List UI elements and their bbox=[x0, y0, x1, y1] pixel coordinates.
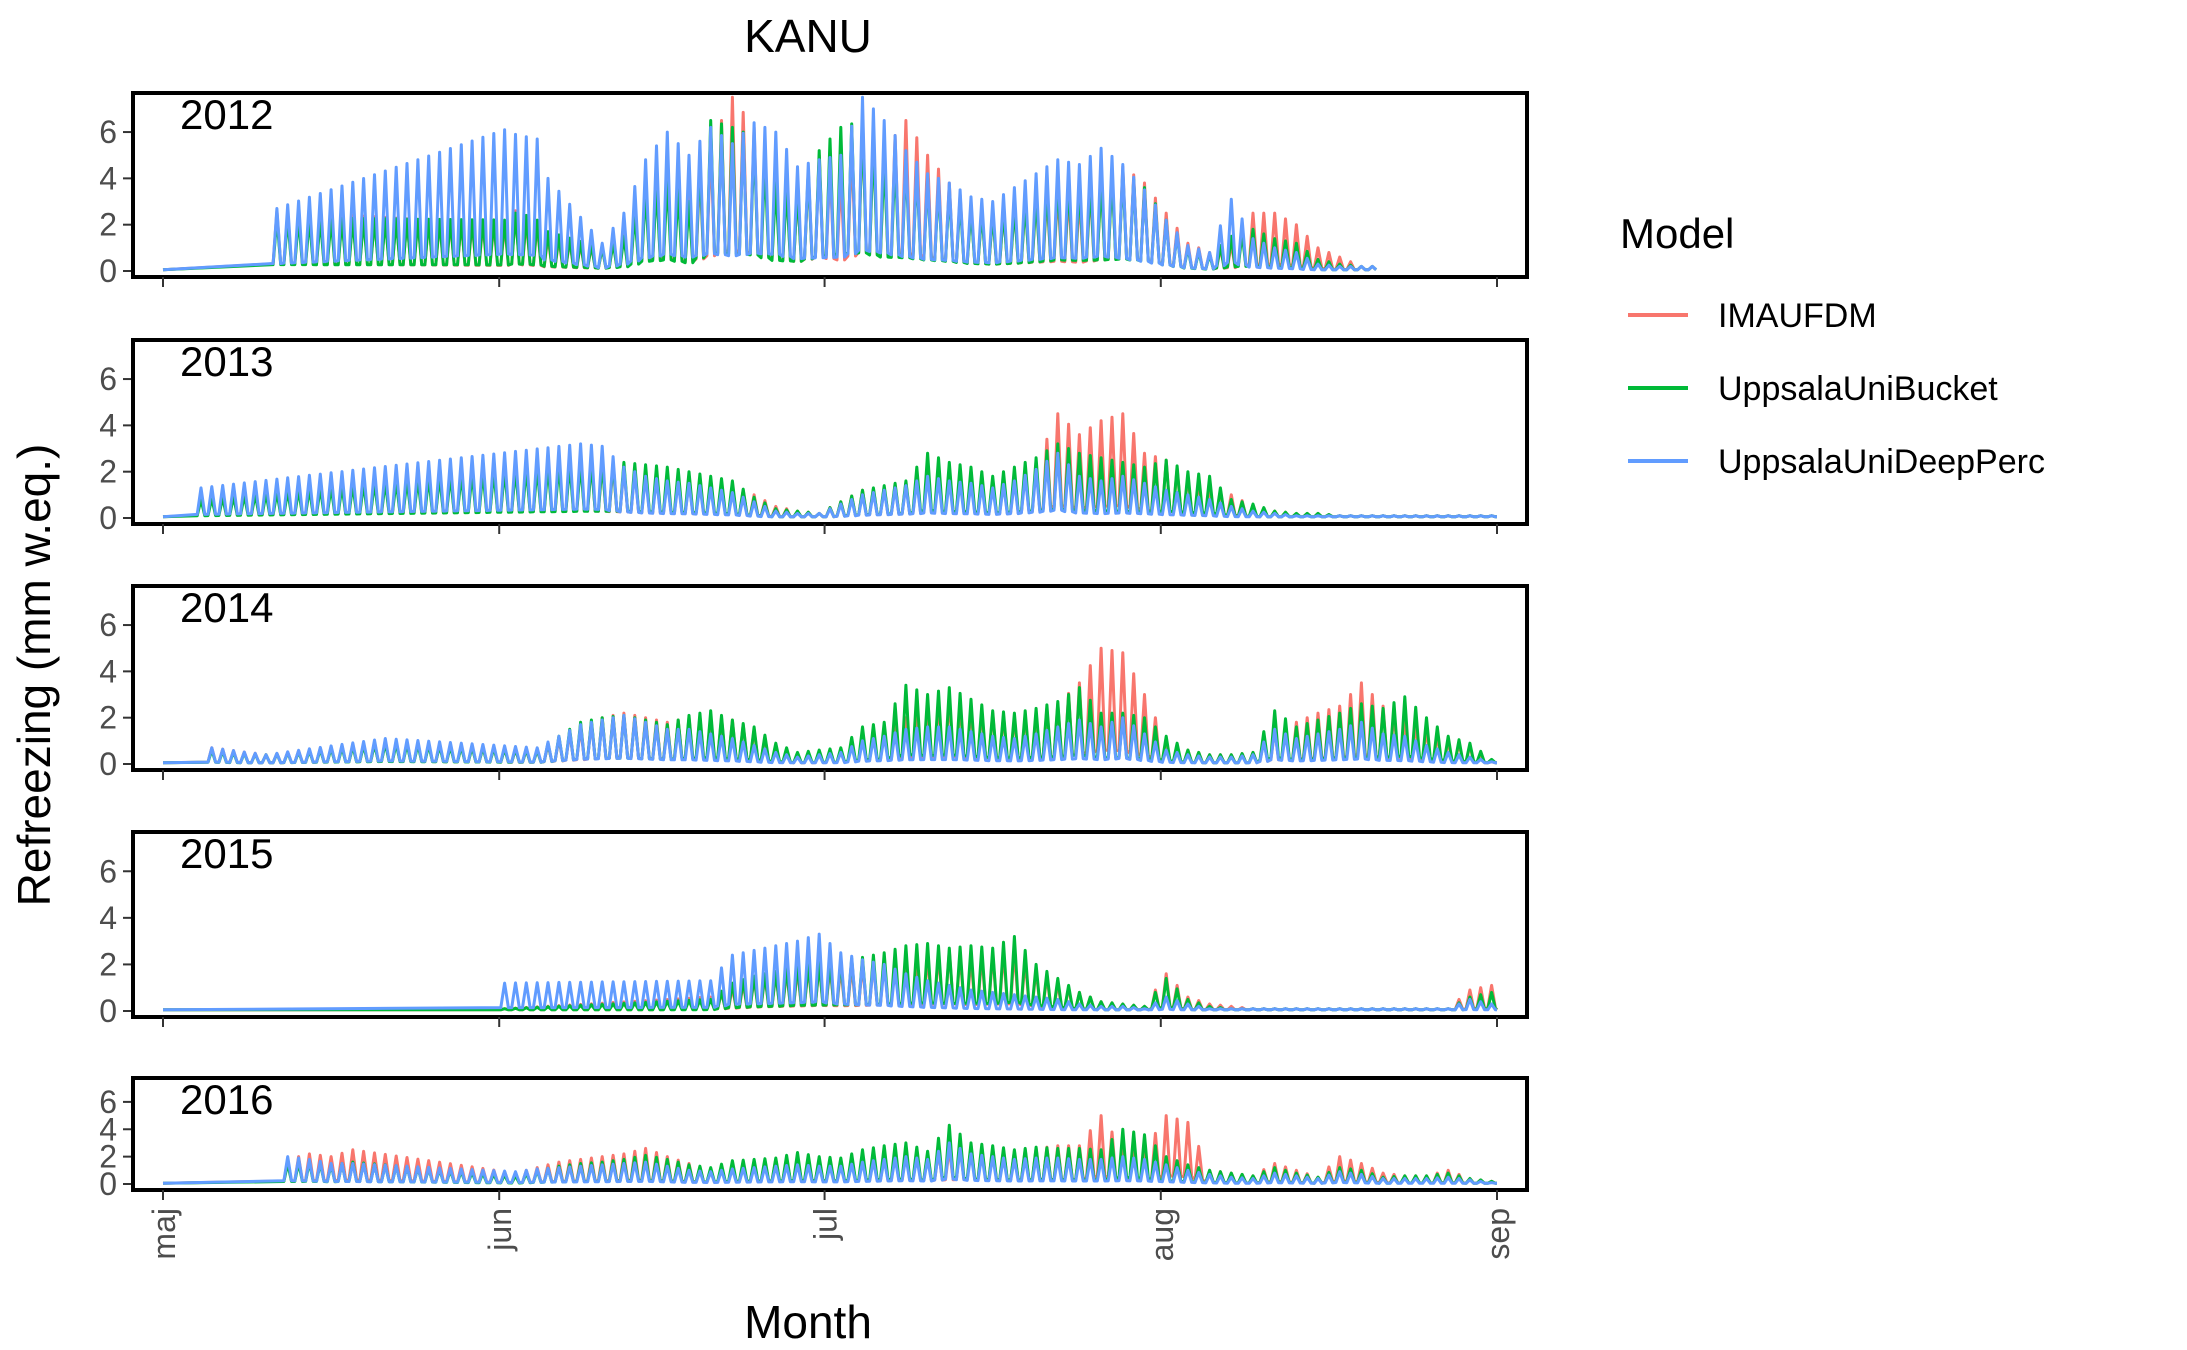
legend-label: UppsalaUniDeepPerc bbox=[1718, 443, 2045, 481]
y-tick-label: 0 bbox=[99, 1166, 117, 1202]
panel-frame bbox=[131, 1076, 1529, 1192]
panel-label: 2014 bbox=[180, 584, 273, 631]
y-tick-label: 4 bbox=[99, 900, 117, 936]
panel-label: 2013 bbox=[180, 338, 273, 385]
series-line-UppsalaUniDeepPerc bbox=[162, 95, 1378, 272]
y-tick-label: 0 bbox=[99, 746, 117, 782]
panel-frame bbox=[131, 830, 1529, 1019]
x-axis-label: Month bbox=[744, 1296, 872, 1348]
chart-title: KANU bbox=[744, 10, 872, 62]
y-tick-label: 0 bbox=[99, 500, 117, 536]
legend-label: IMAUFDM bbox=[1718, 297, 1877, 335]
x-tick-label: jun bbox=[482, 1208, 518, 1252]
x-tick-label: sep bbox=[1480, 1208, 1516, 1260]
y-tick-label: 2 bbox=[99, 1139, 117, 1175]
y-tick-label: 6 bbox=[99, 607, 117, 643]
panel-label: 2016 bbox=[180, 1076, 273, 1123]
x-tick-label: aug bbox=[1144, 1208, 1180, 1261]
y-tick-label: 2 bbox=[99, 700, 117, 736]
legend-label: UppsalaUniBucket bbox=[1718, 370, 1998, 408]
series-line-UppsalaUniDeepPerc bbox=[162, 442, 1497, 519]
y-tick-label: 4 bbox=[99, 653, 117, 689]
series-line-IMAUFDM bbox=[162, 412, 1497, 519]
y-axis-label: Refreezing (mm w.eq.) bbox=[8, 444, 60, 907]
series-line-UppsalaUniDeepPerc bbox=[162, 713, 1497, 765]
y-tick-label: 6 bbox=[99, 1084, 117, 1120]
y-tick-label: 0 bbox=[99, 993, 117, 1029]
y-tick-label: 6 bbox=[99, 853, 117, 889]
legend-title: Model bbox=[1620, 210, 1734, 257]
series-line-UppsalaUniDeepPerc bbox=[162, 1141, 1497, 1185]
panel-2015: 0 2 4 6 2015 bbox=[99, 830, 1529, 1029]
y-tick-label: 6 bbox=[99, 361, 117, 397]
series-line-UppsalaUniDeepPerc bbox=[162, 932, 1497, 1012]
panel-frame bbox=[131, 338, 1529, 526]
x-tick-label: jul bbox=[808, 1208, 844, 1241]
panel-2013: 0 2 4 6 2013 bbox=[99, 338, 1529, 536]
y-tick-label: 4 bbox=[99, 407, 117, 443]
panel-label: 2012 bbox=[180, 91, 273, 138]
y-tick-label: 2 bbox=[99, 946, 117, 982]
y-tick-label: 4 bbox=[99, 1111, 117, 1147]
panel-frame bbox=[131, 91, 1529, 279]
panel-2012: 0 2 4 6 2012 bbox=[99, 91, 1529, 289]
y-tick-label: 4 bbox=[99, 160, 117, 196]
x-tick-label: maj bbox=[146, 1208, 182, 1260]
y-tick-label: 0 bbox=[99, 253, 117, 289]
y-tick-label: 2 bbox=[99, 454, 117, 490]
y-tick-label: 6 bbox=[99, 114, 117, 150]
panel-2014: 0 2 4 6 2014 bbox=[99, 584, 1529, 782]
panel-label: 2015 bbox=[180, 830, 273, 877]
panel-frame bbox=[131, 584, 1529, 772]
x-axis: maj jun jul aug sep bbox=[146, 1208, 1516, 1261]
legend: Model IMAUFDM UppsalaUniBucket UppsalaUniD… bbox=[1620, 210, 2045, 481]
y-tick-label: 2 bbox=[99, 207, 117, 243]
